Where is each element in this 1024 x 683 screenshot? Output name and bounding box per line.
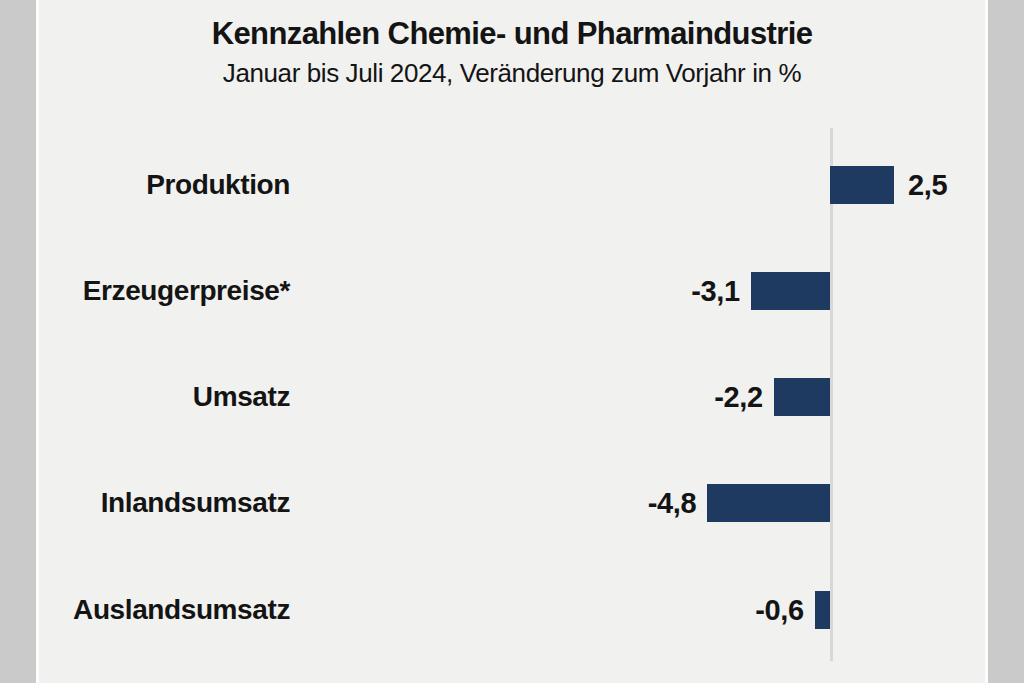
value-label: 2,5 — [908, 166, 947, 204]
bar-row: Produktion 2,5 — [39, 166, 985, 204]
value-label: -3,1 — [580, 272, 740, 310]
bar-row: Inlandsumsatz -4,8 — [39, 484, 985, 522]
bar-row: Erzeugerpreise* -3,1 — [39, 272, 985, 310]
category-label: Umsatz — [39, 378, 290, 416]
value-label: -2,2 — [603, 378, 763, 416]
page-background: Kennzahlen Chemie- und Pharmaindustrie J… — [0, 0, 1024, 683]
bar-row: Auslandsumsatz -0,6 — [39, 591, 985, 629]
category-label: Inlandsumsatz — [39, 484, 290, 522]
bar — [830, 166, 894, 204]
chart-panel: Kennzahlen Chemie- und Pharmaindustrie J… — [36, 0, 988, 683]
value-label: -4,8 — [536, 484, 696, 522]
bar — [751, 272, 830, 310]
bar-chart: Produktion 2,5 Erzeugerpreise* -3,1 Umsatz -2… — [39, 0, 985, 683]
category-label: Produktion — [39, 166, 290, 204]
category-label: Erzeugerpreise* — [39, 272, 290, 310]
bar-row: Umsatz -2,2 — [39, 378, 985, 416]
bar — [774, 378, 830, 416]
category-label: Auslandsumsatz — [39, 591, 290, 629]
value-label: -0,6 — [644, 591, 804, 629]
bar — [815, 591, 830, 629]
bar — [707, 484, 830, 522]
